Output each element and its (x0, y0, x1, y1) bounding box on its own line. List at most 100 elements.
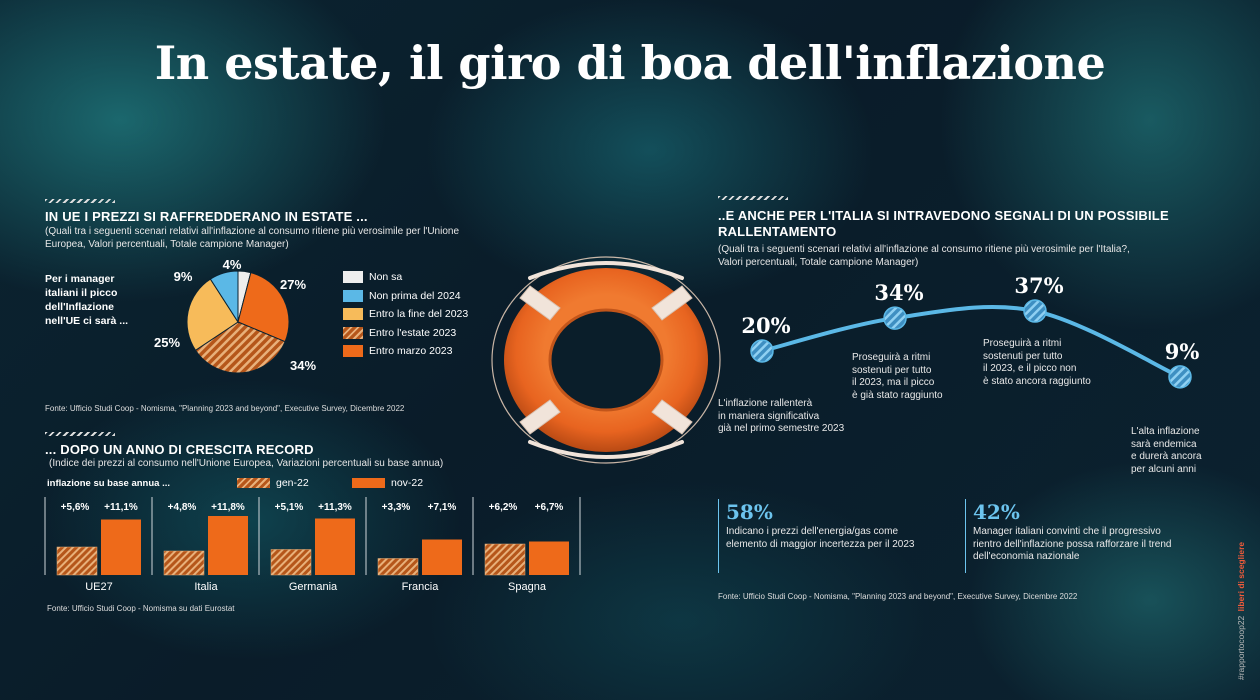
bar-category-label: UE27 (85, 581, 113, 593)
eu-side-text-line: Per i manager (45, 273, 115, 285)
legend-label: Entro marzo 2023 (369, 345, 453, 358)
note-line: L'alta inflazione (1131, 426, 1200, 437)
stat-line: Manager italiani convinti che il progres… (973, 526, 1161, 537)
italy-source: Fonte: Ufficio Studi Coop - Nomisma, "Pl… (718, 592, 1078, 601)
section-divider (45, 432, 115, 436)
line-note-3: Proseguirà a ritmi sostenuti per tutto i… (983, 338, 1091, 388)
stat-divider (718, 499, 719, 573)
side-hashtag: #rapportocoop22 liberi di scegliere (1236, 542, 1246, 680)
bar-category-label: Germania (289, 581, 338, 593)
line-point (1023, 299, 1047, 323)
side-tag-text: #rapportocoop22 (1236, 615, 1246, 680)
line-note-1: L'inflazione rallenterà in maniera signi… (718, 398, 844, 436)
pie-slice (186, 278, 239, 351)
bar-value-label: +11,8% (211, 502, 245, 513)
line-note-2: Proseguirà a ritmi sostenuti per tutto i… (852, 352, 943, 402)
legend-label: Entro la fine del 2023 (369, 308, 469, 321)
line-chart: 20% 34% 37% 9% (741, 273, 1200, 389)
note-line: già nel primo semestre 2023 (718, 423, 845, 434)
legend-item: Non prima del 2024 (343, 287, 468, 306)
legend-swatch (343, 326, 363, 339)
stat-2-value: 42% (973, 500, 1020, 524)
stat-line: elemento di maggior incertezza per il 20… (726, 538, 915, 550)
note-line: sarà endemica (1131, 438, 1197, 450)
pie-slice (209, 270, 239, 324)
eu-source: Fonte: Ufficio Studi Coop - Nomisma, "Pl… (45, 404, 405, 413)
pie-legend: Non sa Non prima del 2024 Entro la fine … (343, 268, 468, 361)
note-line: Proseguirà a ritmi (852, 352, 931, 363)
bars-legend-prefix: inflazione su base annua ... (47, 478, 170, 489)
legend-swatch (352, 478, 385, 488)
section-divider (718, 196, 788, 200)
bar-gen-22 (56, 546, 98, 576)
note-line: per alcuni anni (1131, 463, 1197, 475)
stat-line: rientro dell'inflazione possa rafforzare… (973, 538, 1172, 550)
bar-value-label: +6,2% (489, 502, 518, 513)
pie-label: 9% (174, 269, 193, 284)
line-value-label: 37% (1014, 273, 1063, 298)
bars-section-subtitle: (Indice dei prezzi al consumo nell'Union… (49, 458, 444, 469)
pie-label: 4% (223, 257, 242, 272)
bar-nov-22 (422, 539, 462, 575)
note-line: L'inflazione rallenterà (718, 398, 813, 409)
bar-value-label: +7,1% (428, 502, 457, 513)
bar-value-label: +5,1% (275, 502, 304, 513)
legend-swatch (343, 308, 363, 321)
line-point (1168, 365, 1192, 389)
italy-subtitle-2: Valori percentuali, Totale campione Mana… (718, 257, 919, 268)
eu-section-subtitle-2: Europea, Valori percentuali, Totale camp… (45, 239, 289, 250)
line-note-4: L'alta inflazione sarà endemica e durerà… (1131, 426, 1202, 476)
bar-gen-22 (163, 550, 205, 576)
pie-label: 34% (290, 358, 316, 373)
line-value-label: 20% (741, 313, 790, 338)
bars-source: Fonte: Ufficio Studi Coop - Nomisma su d… (47, 604, 235, 613)
italy-heading-2: RALLENTAMENTO (718, 224, 837, 239)
note-line: sostenuti per tutto (983, 350, 1063, 362)
eu-side-text-line: italiani il picco (45, 287, 118, 299)
lifebuoy-illustration (491, 256, 721, 464)
legend-swatch (343, 289, 363, 302)
bar-nov-22 (208, 516, 248, 575)
legend-swatch (343, 271, 363, 284)
legend-item: Non sa (343, 268, 468, 287)
line-value-label: 9% (1165, 339, 1200, 364)
note-line: e durerà ancora (1131, 451, 1202, 462)
legend-label: Entro l'estate 2023 (369, 326, 457, 339)
bar-value-label: +11,3% (318, 502, 352, 513)
stat-line: Indicano i prezzi dell'energia/gas come (726, 526, 899, 537)
line-series (760, 305, 1182, 379)
note-line: Proseguirà a ritmi (983, 338, 1062, 349)
note-line: il 2023, ma il picco (852, 377, 935, 388)
bar-gen-22 (484, 543, 526, 576)
bar-category-label: Italia (194, 581, 218, 593)
bar-category-label: Spagna (508, 581, 547, 593)
legend-swatch (237, 478, 270, 488)
note-line: in maniera significativa (718, 410, 820, 422)
pie-label: 27% (280, 277, 306, 292)
eu-side-text-line: nell'UE ci sarà ... (45, 315, 129, 327)
note-line: è già stato raggiunto (852, 389, 943, 401)
pie-label: 25% (154, 335, 180, 350)
bars-legend-nov: nov-22 (352, 477, 423, 489)
bars-section-heading: ... DOPO UN ANNO DI CRESCITA RECORD (45, 442, 314, 457)
pie-chart: 4% 27% 34% 25% 9% (154, 257, 316, 374)
note-line: sostenuti per tutto (852, 364, 932, 376)
bar-value-label: +6,7% (535, 502, 564, 513)
stat-2-text: Manager italiani convinti che il progres… (973, 526, 1172, 564)
bar-value-label: +11,1% (104, 502, 138, 513)
line-value-label: 34% (874, 280, 923, 305)
bar-chart: +5,6% +11,1% UE27 +4,8% +11,8% Italia +5,1% +11… (44, 497, 581, 593)
legend-label: Non prima del 2024 (369, 289, 461, 302)
eu-side-text-line: dell'Inflazione (45, 301, 115, 313)
italy-heading-1: ..E ANCHE PER L'ITALIA SI INTRAVEDONO SE… (718, 208, 1169, 223)
stat-divider (965, 499, 966, 573)
bar-gen-22 (377, 558, 419, 576)
legend-label: Non sa (369, 271, 403, 284)
pie-slice (194, 321, 286, 374)
bar-value-label: +3,3% (382, 502, 411, 513)
bar-gen-22 (270, 549, 312, 576)
line-point (883, 306, 907, 330)
pie-slice (237, 272, 290, 343)
bar-nov-22 (529, 541, 569, 575)
bar-nov-22 (101, 519, 141, 575)
